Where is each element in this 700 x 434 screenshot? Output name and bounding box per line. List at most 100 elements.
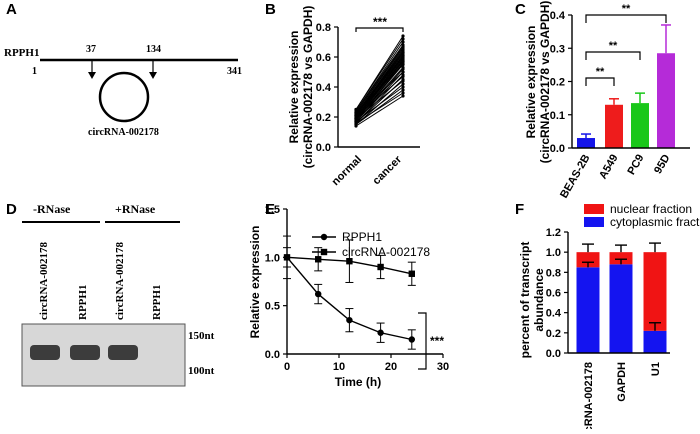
b-ytick-label: 0.4 <box>316 82 332 94</box>
panel-b: B 0.0 0.2 0.4 0.6 0.8 Relative expression (c… <box>265 1 420 188</box>
panel-a: A RPPH1 1 341 37 134 circRNA-002178 <box>4 1 242 138</box>
normal-point <box>354 118 358 122</box>
circrna-label: circRNA-002178 <box>88 127 159 138</box>
c-ytick-label: 0.4 <box>550 10 566 22</box>
paired-line <box>355 46 404 113</box>
e-legend-marker <box>320 248 328 256</box>
e-point-square <box>283 254 291 261</box>
c-sig-bracket <box>585 14 667 23</box>
c-sig-label: ** <box>609 40 618 52</box>
e-point-square <box>346 258 353 265</box>
marker-100nt: 100nt <box>188 365 215 377</box>
e-legend-label: circRNA-002178 <box>342 245 430 259</box>
cancer-point <box>401 34 405 38</box>
f-ytick-label: 1.2 <box>546 227 561 239</box>
e-point-square <box>315 256 322 263</box>
normal-point <box>354 107 358 112</box>
e-sig-bracket <box>418 312 427 370</box>
panel-c-label: C <box>515 1 526 18</box>
panel-f-label: F <box>515 201 524 218</box>
paired-line <box>355 35 404 110</box>
f-bar-cytoplasmic <box>643 330 667 353</box>
cancer-point <box>401 59 405 64</box>
lane-label-2: RPPH1 <box>77 285 89 320</box>
f-bar-nuclear <box>643 252 667 331</box>
c-sig-bracket <box>585 51 641 60</box>
c-sig-label: ** <box>596 66 605 78</box>
c-sig-label: ** <box>622 3 631 15</box>
e-xtick-label: 30 <box>437 361 449 373</box>
f-ylabel: percent of transcript <box>518 242 532 359</box>
c-ytick-label: 0.2 <box>550 77 565 89</box>
f-ytick-label: 1.0 <box>546 247 561 259</box>
e-xlabel: Time (h) <box>335 375 381 389</box>
b-ytick-label: 0.0 <box>316 142 331 154</box>
e-xtick-label: 0 <box>284 361 290 373</box>
cancer-point <box>401 85 405 89</box>
b-category-cancer: cancer <box>371 153 405 187</box>
e-point-circle <box>377 329 384 336</box>
f-ticks: 0.0 0.2 0.4 0.6 0.8 1.0 1.2 <box>546 227 568 360</box>
paired-line <box>355 80 404 119</box>
cancer-point <box>401 79 405 83</box>
circrna-circle <box>98 71 150 123</box>
f-legend-label: nuclear fraction <box>610 202 692 216</box>
c-categories: BEAS-2B A549 PC9 95D <box>558 152 673 200</box>
normal-point <box>354 121 358 125</box>
c-ytick-label: 0.3 <box>550 43 565 55</box>
f-bars <box>576 242 667 353</box>
e-ticks: 0 10 20 30 0.0 0.5 1.0 1.5 <box>265 204 449 373</box>
paired-line <box>355 61 404 115</box>
c-ticks: 0.0 0.1 0.2 0.3 0.4 <box>550 10 572 155</box>
panel-d-label: D <box>6 201 17 218</box>
b-ylabel: Relative expression <box>287 31 301 144</box>
f-bar-cytoplasmic <box>609 264 633 353</box>
e-significance: *** <box>430 334 444 348</box>
start-position: 1 <box>32 66 37 77</box>
paired-line <box>355 76 404 118</box>
b-sig-bracket <box>355 27 404 32</box>
f-bar-nuclear <box>576 252 600 268</box>
c-ylabel-2: (circRNA-002178 vs GAPDH) <box>538 1 552 164</box>
c-ylabel: Relative expression <box>524 26 538 139</box>
cancer-point <box>401 40 405 44</box>
gel-band-3 <box>108 345 138 360</box>
c-bar <box>631 103 649 148</box>
panel-e-label: E <box>265 201 275 218</box>
cancer-point <box>401 43 405 47</box>
end-position: 341 <box>227 66 242 77</box>
c-significance: ** ** ** <box>585 3 667 86</box>
site-37: 37 <box>86 44 96 55</box>
f-category-label: U1 <box>650 362 662 376</box>
f-bar-cytoplasmic <box>576 267 600 353</box>
c-category-label: BEAS-2B <box>558 152 593 200</box>
lane-label-3: circRNA-002178 <box>114 242 126 320</box>
normal-point <box>354 112 358 116</box>
e-point-square <box>408 270 415 277</box>
paired-line <box>355 89 404 125</box>
c-bar <box>657 53 675 148</box>
panel-d: D -RNase +RNase circRNA-002178 RPPH1 cir… <box>6 201 215 387</box>
gene-name: RPPH1 <box>4 47 39 59</box>
e-ytick-label: 0.5 <box>265 301 280 313</box>
f-categories: circRNA-002178 GAPDH U1 <box>583 362 662 434</box>
e-point-square <box>377 263 384 271</box>
e-ylabel: Relative expression <box>248 226 262 339</box>
cancer-point <box>401 94 405 98</box>
panel-c: C 0.0 0.1 0.2 0.3 0.4 ** ** ** Relative expres… <box>515 1 690 200</box>
e-legend-label: RPPH1 <box>342 230 382 244</box>
minus-rnase-label: -RNase <box>33 202 71 216</box>
e-xtick-label: 20 <box>385 361 397 373</box>
f-bar-nuclear <box>609 252 633 265</box>
e-point-circle <box>346 316 353 324</box>
panel-a-label: A <box>6 1 17 18</box>
f-legend-swatch <box>584 217 604 227</box>
f-legend-label: cytoplasmic fraction <box>610 215 700 229</box>
c-category-label: PC9 <box>626 153 647 178</box>
e-xtick-label: 10 <box>333 361 345 373</box>
gel-band-2 <box>70 345 100 360</box>
plus-rnase-label: +RNase <box>115 202 156 216</box>
